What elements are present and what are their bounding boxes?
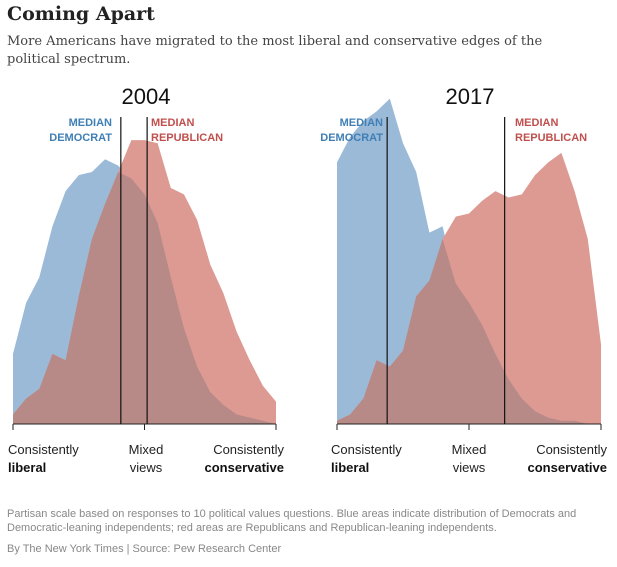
area-overlap-2004 [13, 171, 276, 424]
tick-label-line1: Consistently [331, 442, 402, 457]
tick-label-line2: liberal [331, 460, 370, 475]
tick-label-line1: Consistently [213, 442, 284, 457]
tick-label-mixed-2017: Mixed views [449, 441, 489, 477]
tick-label-conservative-2017: Consistently conservative [519, 441, 608, 477]
median-republican-line1: MEDIAN [515, 117, 559, 129]
area-democrats-2017 [337, 98, 601, 425]
tick-label-line2: conservative [204, 460, 285, 475]
source-credit: By The New York Times | Source: Pew Rese… [7, 543, 282, 555]
tick-label-line2: conservative [527, 460, 608, 475]
tick-label-line2: liberal [8, 460, 47, 475]
median-democrat-line1: MEDIAN [339, 117, 383, 129]
median-democrat-line2: DEMOCRAT [49, 132, 112, 144]
median-democrat-line1: MEDIAN [68, 117, 112, 129]
median-democrat-label-2004: MEDIAN DEMOCRAT [22, 116, 112, 146]
tick-label-liberal-2017: Consistently liberal [331, 441, 402, 477]
tick-label-line1: Mixed [128, 442, 164, 457]
tick-label-conservative-2004: Consistently conservative [196, 441, 285, 477]
tick-label-mixed-2004: Mixed views [126, 441, 166, 477]
median-democrat-line2: DEMOCRAT [320, 132, 383, 144]
median-republican-line2: REPUBLICAN [151, 132, 224, 144]
chart-panel-2017 [336, 98, 602, 430]
chart-title: Coming Apart [7, 3, 155, 25]
median-republican-line1: MEDIAN [151, 117, 195, 129]
tick-label-line2: views [129, 460, 163, 475]
panel-title-2004: 2004 [121, 84, 171, 109]
area-overlap-2017 [337, 238, 601, 424]
median-republican-line2: REPUBLICAN [515, 132, 588, 144]
chart-subtitle: More Americans have migrated to the most… [7, 34, 543, 67]
tick-label-line2: views [452, 460, 486, 475]
footnote: Partisan scale based on responses to 10 … [7, 508, 577, 534]
tick-label-line1: Consistently [8, 442, 79, 457]
tick-label-liberal-2004: Consistently liberal [8, 441, 79, 477]
median-republican-label-2017: MEDIAN REPUBLICAN [515, 116, 617, 146]
median-democrat-label-2017: MEDIAN DEMOCRAT [293, 116, 383, 146]
median-republican-label-2004: MEDIAN REPUBLICAN [151, 116, 261, 146]
panel-title-2017: 2017 [445, 84, 495, 109]
tick-label-line1: Mixed [451, 442, 487, 457]
tick-label-line1: Consistently [536, 442, 607, 457]
chart-panel-2004 [12, 117, 277, 430]
